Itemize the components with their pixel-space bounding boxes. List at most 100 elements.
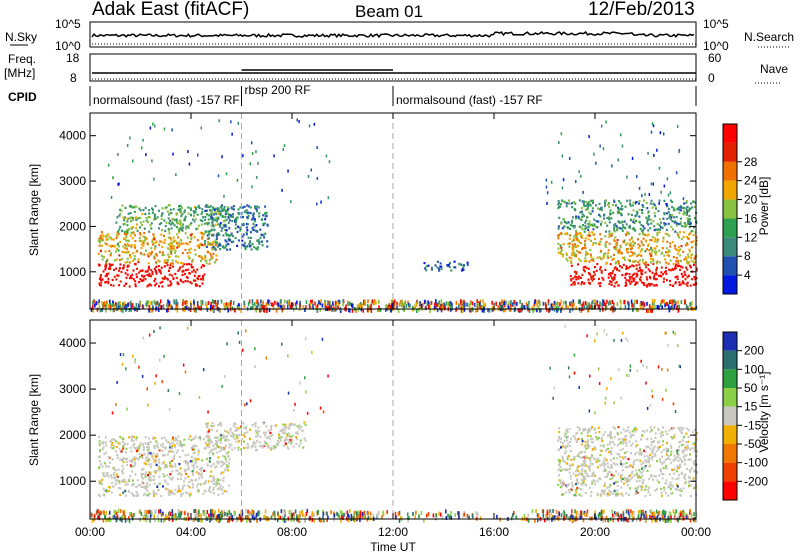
pow-noise-cell [653, 299, 656, 303]
pow-noise-cell [96, 307, 99, 312]
pow-data-cell [590, 223, 593, 226]
vel-data-cell [136, 479, 139, 482]
vel-data-cell [153, 445, 156, 448]
pow-data-cell [577, 263, 579, 266]
pow-data-cell [592, 271, 595, 274]
vel-noise-cell [381, 515, 383, 520]
vel-data-cell [284, 437, 287, 440]
pow-data-cell [641, 204, 644, 207]
pow-data-cell [215, 241, 218, 244]
pow-noise-cell [483, 302, 485, 307]
pow-data-cell [682, 213, 685, 216]
pow-data-cell [186, 263, 188, 266]
pow-data-cell [558, 233, 561, 236]
pow-data-cell [670, 225, 673, 228]
vel-noise-cell [293, 512, 296, 517]
pow-data-cell [613, 253, 615, 257]
vel-data-cell [670, 453, 672, 456]
pow-data-cell [142, 220, 145, 223]
vel-data-cell [149, 479, 152, 482]
pow-data-cell [128, 228, 131, 231]
vel-data-cell [120, 458, 123, 461]
vel-data-cell [194, 459, 197, 462]
vel-noise-cell [277, 511, 279, 516]
vel-noise-cell [537, 518, 539, 523]
vel-noise-cell [246, 515, 249, 520]
pow-data-cell [194, 271, 197, 274]
vel-data-cell [662, 426, 665, 429]
pow-data-cell [126, 257, 129, 260]
pow-data-cell [221, 245, 224, 249]
vel-data-cell [259, 435, 262, 438]
vel-noise-cell [198, 517, 200, 522]
pow-data-cell [607, 256, 610, 259]
vel-data-cell [174, 436, 177, 440]
vel-noise-cell [99, 511, 102, 516]
pow-data-cell [685, 266, 688, 269]
vel-data-cell [225, 460, 228, 463]
pow-data-cell [679, 209, 682, 212]
vel-data-cell [207, 437, 210, 440]
pow-data-cell [613, 224, 616, 227]
vel-data-cell [259, 445, 262, 448]
pow-data-cell [232, 205, 235, 208]
pow-data-cell [118, 245, 120, 248]
nsky-tick-top: 10^5 [55, 17, 81, 31]
pow-noise-cell [368, 305, 371, 310]
vel-data-cell [217, 462, 220, 465]
vel-data-cell [246, 443, 249, 446]
vel-data-cell [178, 455, 181, 459]
vel-data-cell [657, 441, 660, 444]
pow-data-cell [182, 242, 185, 245]
vel-data-cell [147, 494, 150, 497]
pow-noise-cell [279, 299, 282, 304]
vel-data-cell [212, 478, 215, 481]
pow-noise-cell [219, 308, 221, 313]
pow-data-cell [666, 205, 669, 208]
pow-noise-cell [633, 300, 636, 305]
vel-data-cell [195, 458, 198, 461]
pow-data-cell [262, 222, 265, 225]
vel-noise-cell [558, 512, 561, 517]
vel-data-cell [227, 451, 230, 454]
vel-data-cell [566, 455, 569, 458]
pow-data-cell [167, 236, 170, 239]
pow-noise-cell [639, 302, 642, 307]
pow-data-cell [108, 263, 111, 266]
pow-data-cell [139, 278, 142, 281]
pow-data-cell [654, 206, 657, 209]
pow-sparse-cell [296, 118, 298, 122]
vel-noise-cell [90, 513, 93, 517]
vel-data-cell [164, 481, 167, 484]
pow-noise-cell [436, 308, 439, 313]
vel-data-cell [120, 450, 123, 453]
pow-data-cell [132, 226, 135, 229]
pow-data-cell [658, 199, 661, 202]
vel-noise-cell [449, 515, 451, 519]
pow-data-cell [644, 250, 647, 253]
pow-data-cell [175, 213, 178, 216]
pow-data-cell [611, 258, 614, 261]
vel-data-cell [219, 422, 222, 425]
pow-data-cell [245, 226, 248, 229]
pow-data-cell [124, 272, 127, 275]
vel-data-cell [283, 432, 286, 435]
pow-data-cell [573, 283, 576, 286]
pow-data-cell [647, 218, 650, 221]
pow-noise-cell [651, 301, 654, 306]
vel-noise-cell [355, 516, 358, 521]
vel-noise-cell [277, 515, 280, 520]
pow-noise-cell [211, 305, 213, 309]
pow-noise-cell [632, 308, 634, 313]
pow-data-cell [221, 227, 224, 230]
pow-data-cell [110, 252, 112, 255]
pow-noise-cell [332, 304, 335, 308]
pow-data-cell [577, 232, 580, 235]
vel-data-cell [178, 463, 181, 466]
pow-data-cell [116, 216, 119, 219]
pow-noise-cell [371, 299, 374, 304]
vel-data-cell [212, 488, 215, 491]
vel-data-cell [202, 492, 205, 495]
pow-data-cell [148, 274, 151, 277]
vel-noise-cell [680, 512, 682, 517]
